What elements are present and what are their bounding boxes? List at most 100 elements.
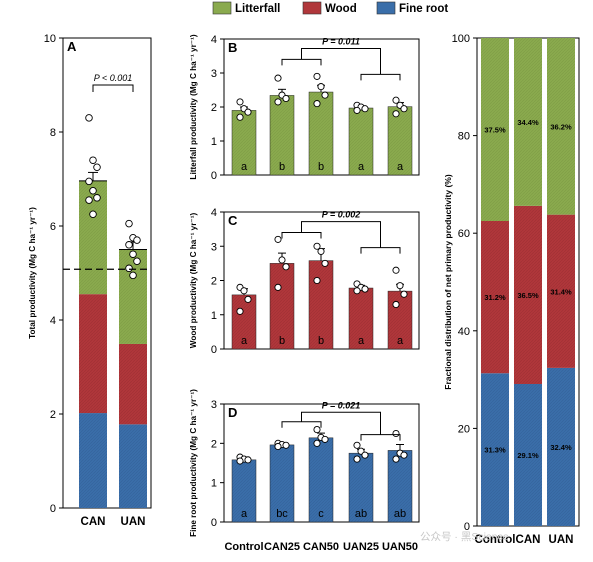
data-point bbox=[361, 451, 369, 459]
bracket-link bbox=[301, 221, 381, 248]
data-point bbox=[392, 455, 400, 463]
bar-segment-a-wood bbox=[79, 294, 107, 414]
bar bbox=[348, 452, 374, 523]
significance-label: P = 0.002 bbox=[322, 210, 360, 220]
data-point bbox=[282, 441, 290, 449]
panel-c-ylabel: Wood productivity (Mg C ha⁻¹ yr⁻¹) bbox=[189, 213, 198, 349]
data-point bbox=[392, 96, 400, 104]
panel-a-ytick-label: 4 bbox=[50, 315, 56, 327]
data-point bbox=[392, 429, 400, 438]
data-point bbox=[85, 196, 93, 204]
significance-letter: b bbox=[279, 161, 285, 173]
legend-label-fine-root: Fine root bbox=[399, 3, 448, 15]
data-point bbox=[361, 285, 369, 293]
significance-label: P = 0.021 bbox=[322, 400, 360, 410]
xtick-label-d: UAN50 bbox=[382, 541, 418, 553]
data-point bbox=[274, 442, 282, 451]
significance-letter: a bbox=[241, 508, 248, 520]
data-point bbox=[93, 194, 101, 202]
bar-segment-e-wood bbox=[514, 205, 542, 384]
panel-a-letter: A bbox=[67, 39, 77, 54]
data-point bbox=[317, 247, 325, 255]
xtick-label-a: CAN bbox=[81, 516, 106, 528]
data-point bbox=[133, 257, 141, 266]
data-point bbox=[274, 283, 282, 291]
data-point bbox=[353, 106, 361, 114]
data-point bbox=[361, 105, 369, 113]
bar-segment-e-litterfall bbox=[547, 38, 575, 215]
bar-segment-a-fine-root bbox=[79, 413, 107, 508]
bracket-can bbox=[281, 232, 322, 239]
data-point bbox=[274, 74, 282, 82]
panel-e-ytick-label: 80 bbox=[458, 131, 470, 143]
bar-segment-e-wood bbox=[481, 221, 509, 374]
data-point bbox=[321, 259, 329, 267]
xtick-label-d: CAN50 bbox=[303, 541, 339, 553]
data-point bbox=[236, 113, 244, 121]
bar bbox=[308, 260, 334, 350]
data-point bbox=[85, 114, 93, 122]
bar bbox=[387, 106, 413, 176]
data-point bbox=[400, 290, 408, 298]
significance-letter: a bbox=[397, 335, 404, 347]
bracket-link bbox=[301, 48, 381, 75]
bar-segment-e-fine-root bbox=[514, 383, 542, 526]
panel-a-ytick-label: 6 bbox=[50, 221, 56, 233]
panel-d-ytick-label: 0 bbox=[211, 517, 217, 529]
segment-percent-label: 37.5% bbox=[484, 126, 506, 135]
segment-percent-label: 31.3% bbox=[484, 446, 506, 455]
data-point bbox=[125, 264, 133, 273]
bracket-can bbox=[281, 58, 322, 66]
panel-d-ylabel: Fine root productivity (Mg C ha⁻¹ yr⁻¹) bbox=[189, 389, 198, 537]
panel-a-ytick-label: 8 bbox=[50, 127, 56, 139]
data-point bbox=[313, 100, 321, 108]
segment-percent-label: 32.4% bbox=[550, 443, 572, 452]
segment-percent-label: 36.5% bbox=[517, 291, 539, 300]
panel-c-ytick-label: 4 bbox=[211, 207, 217, 219]
panel-c-ytick-label: 0 bbox=[211, 344, 217, 356]
bar-segment-a-litterfall bbox=[79, 180, 107, 295]
data-point bbox=[129, 250, 137, 258]
bar bbox=[231, 459, 257, 523]
legend-swatch-fine-root bbox=[376, 1, 396, 15]
legend-label-wood: Wood bbox=[325, 3, 357, 15]
panel-b-ytick-label: 3 bbox=[211, 68, 217, 80]
panel-e: E020406080100Fractional distribution of … bbox=[443, 33, 580, 546]
panel-c-ytick-label: 2 bbox=[211, 276, 217, 288]
legend-label-litterfall: Litterfall bbox=[235, 3, 280, 15]
significance-letter: b bbox=[318, 335, 324, 347]
bracket-uan bbox=[360, 247, 401, 254]
legend-swatch-wood bbox=[302, 1, 322, 15]
panel-d-letter: D bbox=[228, 405, 237, 420]
bar bbox=[269, 444, 295, 523]
panel-c-ytick-label: 1 bbox=[211, 310, 217, 322]
data-point bbox=[321, 435, 329, 443]
data-point bbox=[313, 439, 321, 447]
data-point bbox=[93, 163, 101, 171]
data-point bbox=[278, 256, 286, 264]
data-point bbox=[353, 287, 361, 295]
significance-bracket bbox=[92, 84, 134, 92]
data-point bbox=[236, 457, 244, 465]
xtick-label-d: Control bbox=[224, 541, 263, 553]
bar bbox=[269, 263, 295, 350]
bar bbox=[387, 290, 413, 350]
panel-c-letter: C bbox=[228, 213, 238, 228]
legend: Litterfall Wood Fine root bbox=[212, 1, 448, 15]
panel-e-ytick-label: 20 bbox=[458, 423, 470, 435]
xtick-label-a: UAN bbox=[121, 516, 146, 528]
significance-letter: a bbox=[358, 335, 365, 347]
data-point bbox=[89, 186, 97, 195]
segment-percent-label: 31.2% bbox=[484, 293, 506, 302]
significance-letter: a bbox=[397, 161, 404, 173]
data-point bbox=[133, 236, 141, 244]
panel-e-ytick-label: 0 bbox=[464, 521, 470, 533]
xtick-label-e: Control bbox=[475, 534, 516, 546]
bracket-link bbox=[301, 411, 381, 435]
panel-e-ytick-label: 40 bbox=[458, 326, 470, 338]
significance-letter: a bbox=[241, 335, 248, 347]
segment-percent-label: 36.2% bbox=[550, 122, 572, 131]
bar bbox=[348, 287, 374, 350]
bar-segment-e-fine-root bbox=[547, 367, 575, 526]
